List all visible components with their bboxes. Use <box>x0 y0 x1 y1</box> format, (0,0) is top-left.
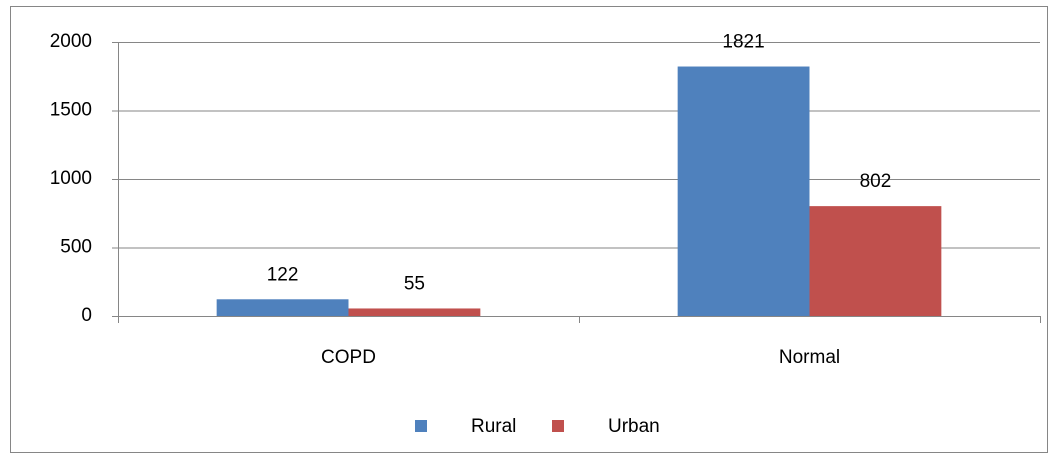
bar <box>677 66 810 316</box>
legend-swatch <box>415 420 427 432</box>
y-tick-label: 0 <box>81 305 92 326</box>
legend-label: Rural <box>471 416 516 437</box>
legend-label: Urban <box>608 416 660 437</box>
data-label: 55 <box>404 273 425 294</box>
x-tick-label: COPD <box>321 347 376 368</box>
bar <box>216 299 349 316</box>
data-label: 802 <box>860 171 892 192</box>
legend-swatch <box>552 420 564 432</box>
x-tick-label: Normal <box>779 347 840 368</box>
bar <box>809 206 942 316</box>
bar <box>348 308 481 316</box>
y-tick-label: 1000 <box>50 168 92 189</box>
data-label: 1821 <box>722 32 764 53</box>
data-label: 122 <box>267 264 299 285</box>
y-tick-label: 500 <box>60 237 92 258</box>
y-tick-label: 2000 <box>50 31 92 52</box>
y-tick-label: 1500 <box>50 100 92 121</box>
